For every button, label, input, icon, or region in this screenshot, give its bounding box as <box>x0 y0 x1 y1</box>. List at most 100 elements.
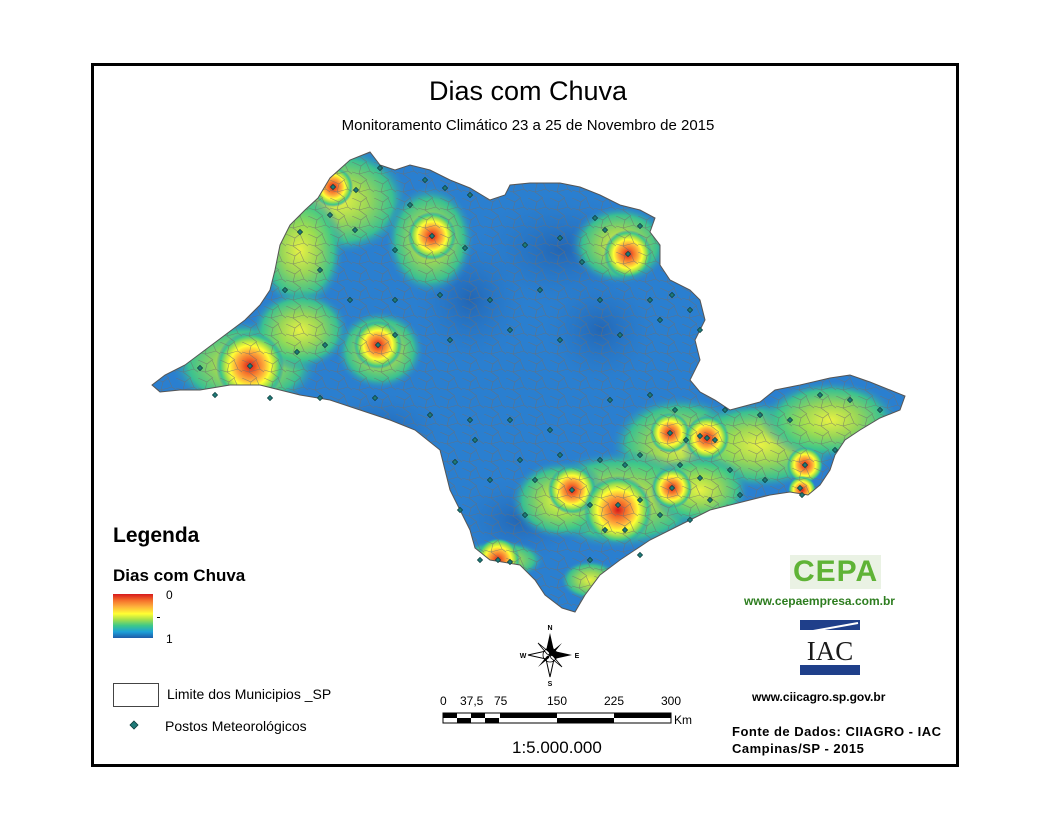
station-marker <box>516 456 524 464</box>
station-marker <box>606 396 614 404</box>
postos-label: Postos Meteorológicos <box>165 718 307 734</box>
station-marker <box>696 432 704 440</box>
station-marker <box>786 416 794 424</box>
compass-s: S <box>548 681 553 688</box>
station-marker <box>506 326 514 334</box>
station-marker <box>246 362 254 370</box>
station-marker <box>703 434 711 442</box>
scale-tick-3: 150 <box>547 694 568 708</box>
compass-w: W <box>520 653 527 660</box>
ramp-max-label: 0 <box>166 588 173 602</box>
station-marker <box>391 331 399 339</box>
station-marker <box>521 241 529 249</box>
station-marker <box>371 394 379 402</box>
credits-line1: Fonte de Dados: CIIAGRO - IAC <box>732 724 942 739</box>
station-marker <box>798 491 806 499</box>
station-marker <box>636 451 644 459</box>
station-legend-icon <box>129 720 139 730</box>
station-marker <box>656 511 664 519</box>
station-marker <box>666 429 674 437</box>
station-marker <box>446 336 454 344</box>
station-marker <box>816 391 824 399</box>
station-marker <box>761 476 769 484</box>
station-marker <box>374 341 382 349</box>
compass-n: N <box>547 625 552 632</box>
station-marker <box>326 211 334 219</box>
station-marker <box>506 416 514 424</box>
station-marker <box>316 394 324 402</box>
station-marker <box>596 296 604 304</box>
station-marker <box>466 191 474 199</box>
station-marker <box>471 436 479 444</box>
station-marker <box>426 411 434 419</box>
station-marker <box>721 406 729 414</box>
station-marker <box>596 456 604 464</box>
station-marker <box>591 214 599 222</box>
station-marker <box>621 461 629 469</box>
station-marker <box>346 296 354 304</box>
station-marker <box>796 484 804 492</box>
station-marker <box>696 326 704 334</box>
state-outline <box>151 151 906 613</box>
station-marker <box>316 266 324 274</box>
cepa-url: www.cepaempresa.com.br <box>744 594 895 608</box>
station-marker <box>614 501 622 509</box>
station-marker <box>494 556 502 564</box>
station-marker <box>421 176 429 184</box>
scale-ratio: 1:5.000.000 <box>512 738 602 757</box>
iac-logo-text: IAC <box>807 636 854 666</box>
station-marker <box>656 316 664 324</box>
station-marker <box>351 226 359 234</box>
ramp-tick <box>157 617 160 618</box>
station-marker <box>486 296 494 304</box>
station-marker <box>451 458 459 466</box>
station-marker <box>531 476 539 484</box>
station-marker <box>601 226 609 234</box>
station-marker <box>391 246 399 254</box>
station-marker <box>266 394 274 402</box>
compass-rose: N S E W <box>520 625 580 688</box>
ciiagro-url: www.ciicagro.sp.gov.br <box>752 690 886 704</box>
cepa-logo: CEPA <box>790 555 882 589</box>
scale-tick-2: 75 <box>494 694 508 708</box>
station-marker <box>476 556 484 564</box>
map-subtitle: Monitoramento Climático 23 a 25 de Novem… <box>341 117 715 134</box>
station-marker <box>646 296 654 304</box>
color-ramp <box>113 594 153 638</box>
station-marker <box>668 484 676 492</box>
station-marker <box>556 336 564 344</box>
station-marker <box>456 506 464 514</box>
scale-tick-1: 37,5 <box>460 694 484 708</box>
station-marker <box>293 348 301 356</box>
station-marker <box>466 416 474 424</box>
station-marker <box>556 234 564 242</box>
station-marker <box>621 526 629 534</box>
station-marker <box>436 291 444 299</box>
station-marker <box>376 164 384 172</box>
station-marker <box>668 291 676 299</box>
station-marker <box>831 446 839 454</box>
rain-surface <box>152 152 905 612</box>
station-marker <box>696 474 704 482</box>
scale-tick-4: 225 <box>604 694 625 708</box>
station-marker <box>601 526 609 534</box>
station-marker <box>281 286 289 294</box>
station-marker <box>296 228 304 236</box>
station-marker <box>406 201 414 209</box>
station-marker <box>846 396 854 404</box>
station-marker <box>546 426 554 434</box>
weather-stations <box>196 164 884 566</box>
station-marker <box>486 476 494 484</box>
station-marker <box>686 516 694 524</box>
station-marker <box>441 184 449 192</box>
station-marker <box>556 451 564 459</box>
station-marker <box>391 296 399 304</box>
station-marker <box>686 306 694 314</box>
station-marker <box>321 341 329 349</box>
station-marker <box>636 222 644 230</box>
station-marker <box>329 183 337 191</box>
map-title: Dias com Chuva <box>428 76 628 106</box>
station-marker <box>521 511 529 519</box>
station-marker <box>352 186 360 194</box>
